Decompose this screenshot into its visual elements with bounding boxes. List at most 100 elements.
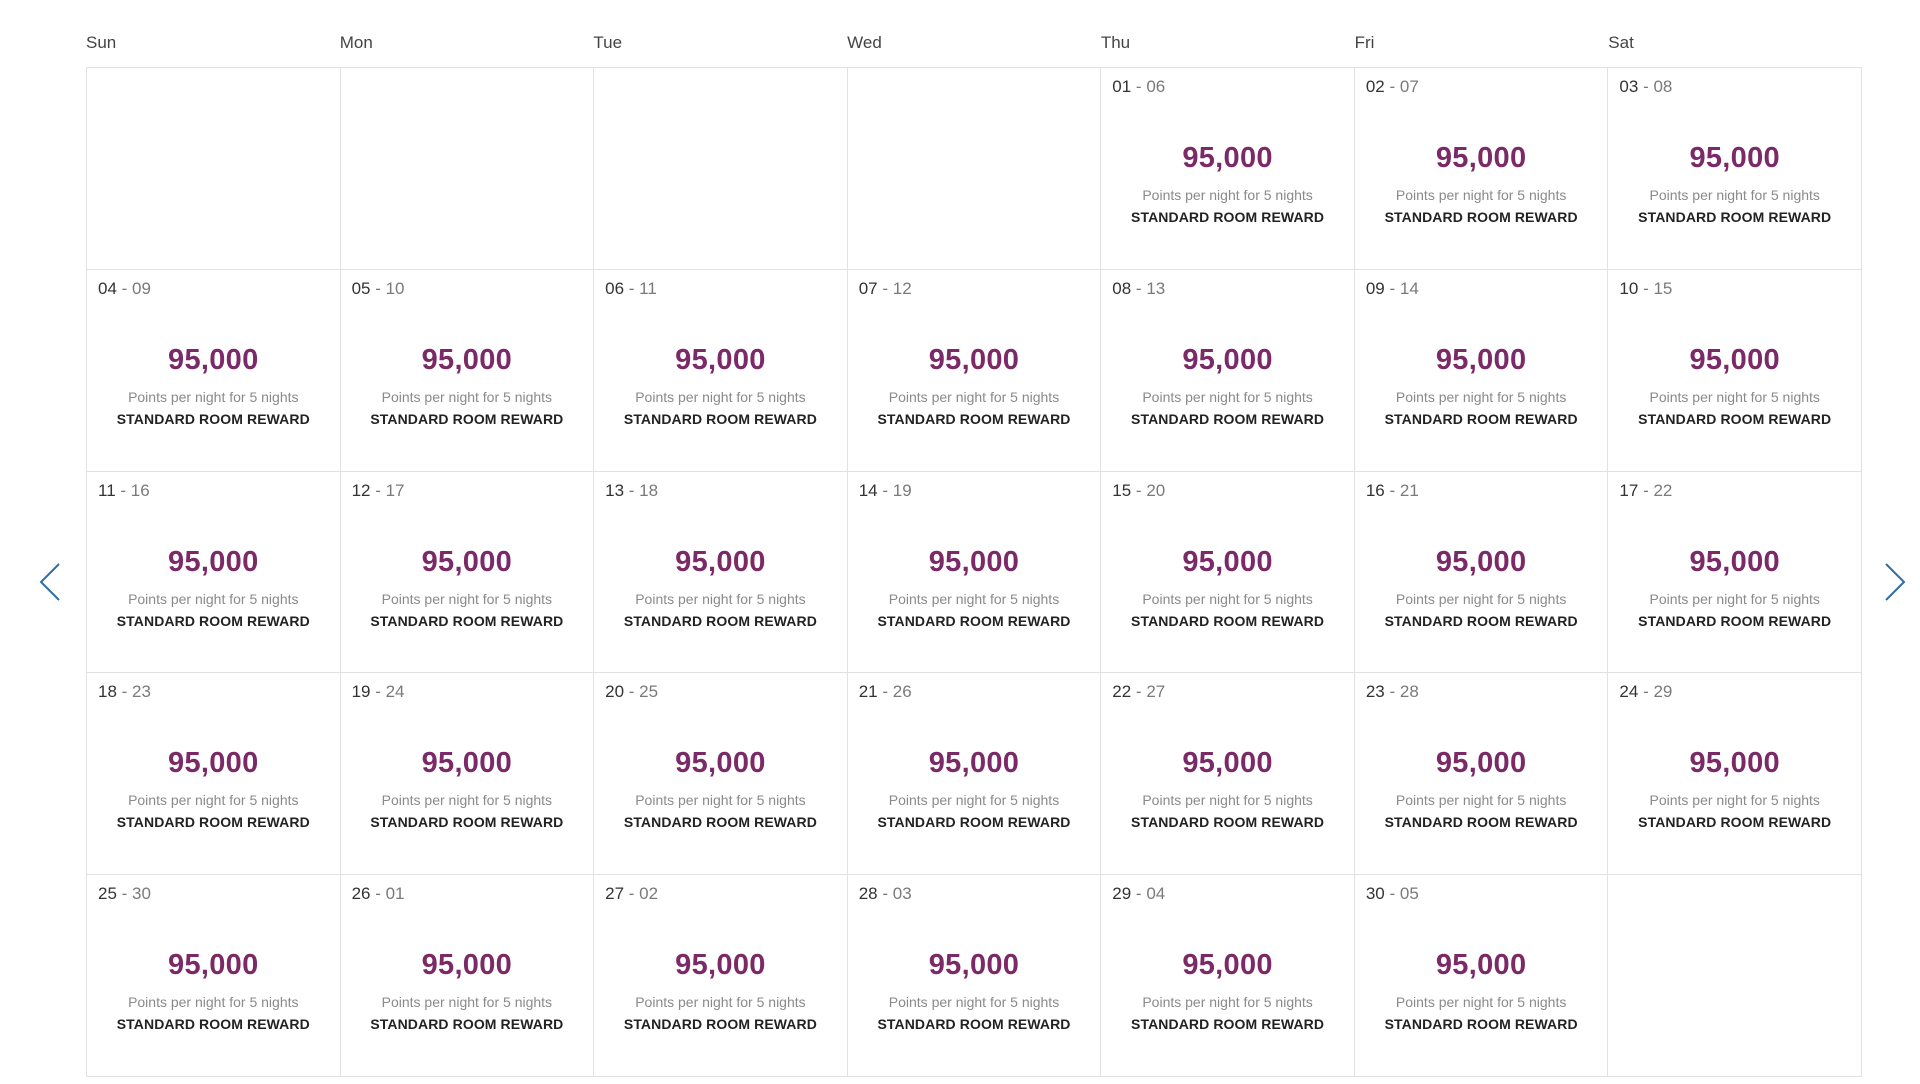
calendar-day-cell[interactable]: 23 - 28 95,000 Points per night for 5 nigh… <box>1354 673 1609 876</box>
calendar-day-cell[interactable]: 08 - 13 95,000 Points per night for 5 nigh… <box>1101 269 1355 472</box>
calendar-day-cell[interactable]: 03 - 08 95,000 Points per night for 5 nigh… <box>1608 68 1862 270</box>
points-price: 95,000 <box>928 949 1020 982</box>
date-range: 25 - 30 <box>98 884 151 904</box>
calendar-day-cell[interactable]: 24 - 29 95,000 Points per night for 5 nigh… <box>1608 673 1862 876</box>
calendar-day-cell[interactable]: 04 - 09 95,000 Points per night for 5 nigh… <box>87 269 341 472</box>
check-in-date: 11 <box>98 480 116 500</box>
date-separator: - <box>877 682 893 702</box>
calendar-day-cell[interactable]: 27 - 02 95,000 Points per night for 5 nigh… <box>594 875 848 1077</box>
points-price: 95,000 <box>1182 949 1273 982</box>
weekday-header: Sun Mon Tue Wed Thu Fri Sat <box>86 30 1862 56</box>
calendar-empty-cell <box>594 68 848 270</box>
date-range: 10 - 15 <box>1619 279 1672 299</box>
check-out-date: 16 <box>130 480 150 500</box>
check-out-date: 19 <box>892 480 912 500</box>
reward-type-label: STANDARD ROOM REWARD <box>1131 209 1325 225</box>
calendar-day-cell[interactable]: 17 - 22 95,000 Points per night for 5 nigh… <box>1608 471 1862 674</box>
date-range: 30 - 05 <box>1366 884 1419 904</box>
points-caption: Points per night for 5 nights <box>1395 388 1567 405</box>
points-price: 95,000 <box>1435 747 1527 780</box>
date-separator: - <box>1384 77 1400 96</box>
points-price: 95,000 <box>421 747 513 780</box>
reward-type-label: STANDARD ROOM REWARD <box>1638 814 1832 831</box>
date-separator: - <box>1638 682 1654 702</box>
calendar-day-cell[interactable]: 28 - 03 95,000 Points per night for 5 nigh… <box>847 875 1102 1077</box>
reward-type-label: STANDARD ROOM REWARD <box>1638 209 1832 225</box>
check-out-date: 25 <box>639 682 659 702</box>
points-caption: Points per night for 5 nights <box>1142 590 1313 607</box>
date-range: 05 - 10 <box>352 279 405 299</box>
check-out-date: 29 <box>1653 682 1673 702</box>
calendar-day-cell[interactable]: 01 - 06 95,000 Points per night for 5 nigh… <box>1101 68 1355 270</box>
calendar-day-cell[interactable]: 16 - 21 95,000 Points per night for 5 nigh… <box>1354 471 1609 674</box>
calendar-day-cell[interactable]: 07 - 12 95,000 Points per night for 5 nigh… <box>847 269 1102 472</box>
points-price: 95,000 <box>675 747 766 780</box>
check-out-date: 23 <box>132 682 151 702</box>
reward-type-label: STANDARD ROOM REWARD <box>623 410 817 427</box>
calendar-day-cell[interactable]: 19 - 24 95,000 Points per night for 5 nigh… <box>340 673 595 876</box>
check-in-date: 06 <box>605 278 625 298</box>
date-range: 13 - 18 <box>605 481 658 501</box>
reward-type-label: STANDARD ROOM REWARD <box>1638 612 1832 629</box>
calendar-day-cell[interactable]: 14 - 19 95,000 Points per night for 5 nigh… <box>847 471 1102 674</box>
points-price: 95,000 <box>1689 747 1780 780</box>
points-price: 95,000 <box>168 747 259 780</box>
points-price: 95,000 <box>1435 545 1527 578</box>
date-range: 24 - 29 <box>1619 682 1672 702</box>
points-caption: Points per night for 5 nights <box>888 388 1060 405</box>
chevron-left-icon <box>39 563 60 601</box>
calendar-day-cell[interactable]: 10 - 15 95,000 Points per night for 5 nigh… <box>1608 269 1862 472</box>
calendar-day-cell[interactable]: 20 - 25 95,000 Points per night for 5 nigh… <box>594 673 848 876</box>
calendar-day-cell[interactable]: 25 - 30 95,000 Points per night for 5 nigh… <box>87 875 341 1077</box>
date-range: 18 - 23 <box>98 682 151 702</box>
check-in-date: 25 <box>98 884 117 904</box>
date-separator: - <box>1638 77 1654 96</box>
points-price: 95,000 <box>675 343 766 376</box>
calendar-day-cell[interactable]: 26 - 01 95,000 Points per night for 5 nigh… <box>340 875 595 1077</box>
date-range: 20 - 25 <box>605 682 658 702</box>
calendar-day-cell[interactable]: 21 - 26 95,000 Points per night for 5 nigh… <box>847 673 1102 876</box>
calendar-day-cell[interactable]: 22 - 27 95,000 Points per night for 5 nigh… <box>1101 673 1355 876</box>
date-range: 22 - 27 <box>1112 682 1165 702</box>
points-caption: Points per night for 5 nights <box>381 994 553 1011</box>
date-separator: - <box>1131 278 1147 298</box>
date-range: 19 - 24 <box>352 682 405 702</box>
check-out-date: 17 <box>385 480 405 500</box>
date-range: 27 - 02 <box>605 884 658 904</box>
calendar-day-cell[interactable]: 11 - 16 95,000 Points per night for 5 nigh… <box>87 471 341 674</box>
points-price: 95,000 <box>1435 142 1527 174</box>
calendar-day-cell[interactable]: 09 - 14 95,000 Points per night for 5 nigh… <box>1354 269 1609 472</box>
check-out-date: 05 <box>1399 884 1419 904</box>
calendar-day-cell[interactable]: 02 - 07 95,000 Points per night for 5 nigh… <box>1354 68 1609 270</box>
reward-type-label: STANDARD ROOM REWARD <box>116 612 310 629</box>
date-separator: - <box>1384 480 1400 500</box>
calendar-day-cell[interactable]: 05 - 10 95,000 Points per night for 5 nigh… <box>340 269 595 472</box>
date-separator: - <box>877 480 893 500</box>
check-out-date: 09 <box>132 278 151 298</box>
date-separator: - <box>1384 682 1400 702</box>
date-separator: - <box>1131 884 1147 904</box>
calendar-day-cell[interactable]: 30 - 05 95,000 Points per night for 5 nigh… <box>1354 875 1609 1077</box>
points-caption: Points per night for 5 nights <box>1649 187 1820 203</box>
check-out-date: 27 <box>1146 682 1166 702</box>
date-separator: - <box>370 682 386 702</box>
points-price: 95,000 <box>675 545 766 578</box>
next-month-button[interactable] <box>1880 560 1910 604</box>
reward-type-label: STANDARD ROOM REWARD <box>1131 410 1325 427</box>
check-in-date: 03 <box>1619 77 1639 96</box>
calendar-day-cell[interactable]: 15 - 20 95,000 Points per night for 5 nigh… <box>1101 471 1355 674</box>
calendar-day-cell[interactable]: 29 - 04 95,000 Points per night for 5 nigh… <box>1101 875 1355 1077</box>
previous-month-button[interactable] <box>35 560 65 604</box>
points-caption: Points per night for 5 nights <box>1395 792 1567 809</box>
points-caption: Points per night for 5 nights <box>128 792 299 809</box>
calendar-day-cell[interactable]: 12 - 17 95,000 Points per night for 5 nigh… <box>340 471 595 674</box>
check-in-date: 14 <box>858 480 878 500</box>
points-price: 95,000 <box>928 747 1020 780</box>
calendar-day-cell[interactable]: 06 - 11 95,000 Points per night for 5 nigh… <box>594 269 848 472</box>
date-range: 11 - 16 <box>98 481 150 501</box>
calendar-day-cell[interactable]: 18 - 23 95,000 Points per night for 5 nigh… <box>87 673 341 876</box>
check-out-date: 03 <box>892 884 912 904</box>
calendar-day-cell[interactable]: 13 - 18 95,000 Points per night for 5 nigh… <box>594 471 848 674</box>
points-caption: Points per night for 5 nights <box>128 590 299 607</box>
date-separator: - <box>624 884 640 904</box>
